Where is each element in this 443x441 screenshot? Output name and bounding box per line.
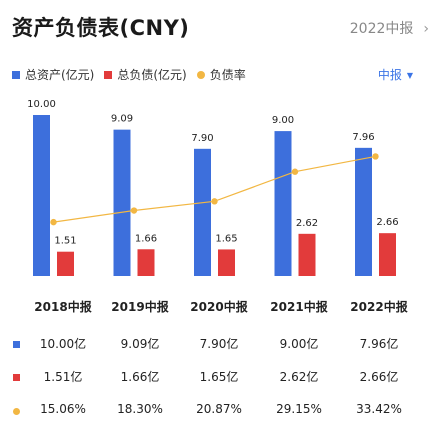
data-label-liabilities: 2.66: [376, 217, 398, 228]
row-marker-debt-ratio: [13, 408, 20, 415]
legend-label-debt-ratio: 负债率: [209, 68, 246, 82]
bar-assets: [355, 147, 372, 276]
data-label-liabilities: 1.66: [135, 233, 157, 244]
caret-down-icon: ▼: [406, 71, 413, 80]
bar-assets: [194, 148, 211, 276]
data-label-assets: 7.90: [191, 133, 213, 144]
legend-item-liabilities[interactable]: 总负债(亿元): [104, 66, 187, 83]
point-debt-ratio: [130, 207, 138, 214]
bar-assets: [113, 129, 131, 276]
legend-swatch-debt-ratio: [196, 70, 205, 79]
table-cell: 15.06%: [40, 402, 86, 416]
bar-liabilities: [218, 249, 235, 276]
point-debt-ratio: [372, 153, 379, 160]
period-link[interactable]: 2022中报 ›: [350, 18, 429, 38]
row-marker-assets: [13, 341, 20, 348]
chevron-right-icon: ›: [423, 21, 429, 37]
tick-label: 2019中报: [111, 300, 169, 314]
page-title: 资产负债表(CNY): [12, 16, 190, 40]
data-label-assets: 10.00: [27, 99, 56, 110]
legend-label-assets: 总资产(亿元): [25, 68, 95, 82]
table-cell: 18.30%: [117, 402, 163, 416]
chart-legend: 总资产(亿元) 总负债(亿元) 负债率: [12, 66, 256, 83]
tick-label: 2021中报: [270, 300, 328, 314]
period-link-label: 2022中报: [349, 21, 414, 37]
point-debt-ratio: [291, 168, 299, 175]
table-row-assets: 10.00亿 9.09亿 7.90亿 9.00亿 7.96亿: [0, 335, 443, 355]
data-label-liabilities: 1.65: [215, 233, 237, 244]
row-marker-liabilities: [13, 374, 20, 381]
table-cell: 20.87%: [196, 402, 242, 416]
period-selector[interactable]: 中报 ▼: [378, 66, 413, 83]
period-selector-label: 中报: [377, 68, 402, 82]
table-cell: 2.62亿: [279, 370, 319, 384]
table-row-liabilities: 1.51亿 1.66亿 1.65亿 2.62亿 2.66亿: [0, 368, 443, 388]
tick-label: 2020中报: [190, 300, 248, 314]
legend-label-liabilities: 总负债(亿元): [117, 68, 187, 82]
data-label-liabilities: 2.62: [296, 218, 318, 229]
table-cell: 1.65亿: [199, 370, 239, 384]
table-cell: 2.66亿: [359, 370, 399, 384]
table-cell: 7.96亿: [359, 337, 399, 351]
legend-swatch-assets: [12, 70, 20, 79]
bar-assets: [274, 131, 292, 276]
point-debt-ratio: [50, 218, 57, 226]
legend-swatch-liabilities: [104, 70, 113, 79]
data-label-assets: 9.00: [272, 115, 294, 126]
data-label-assets: 7.96: [352, 132, 374, 143]
bar-liabilities: [57, 251, 74, 276]
table-cell: 10.00亿: [39, 337, 87, 351]
table-row-debt-ratio: 15.06% 18.30% 20.87% 29.15% 33.42%: [0, 402, 443, 422]
table-cell: 7.90亿: [199, 337, 239, 351]
table-cell: 1.51亿: [43, 370, 83, 384]
chart-plot: 10.00 1.51 9.09 1.66 7.90 1.65 9.00 2.62 7.96 2.6…: [27, 99, 399, 276]
legend-item-debt-ratio[interactable]: 负债率: [196, 66, 246, 83]
series-line-debt-ratio: [53, 155, 376, 223]
bar-liabilities: [298, 233, 316, 276]
tick-label: 2018中报: [34, 300, 92, 314]
data-label-assets: 9.09: [111, 114, 133, 125]
table-cell: 33.42%: [356, 402, 402, 416]
bar-liabilities: [379, 233, 396, 276]
data-label-liabilities: 1.51: [54, 236, 76, 247]
table-header-row: 2018中报 2019中报 2020中报 2021中报 2022中报: [0, 298, 443, 318]
table-cell: 9.00亿: [279, 337, 319, 351]
table-cell: 29.15%: [276, 402, 322, 416]
table-cell: 1.66亿: [120, 370, 160, 384]
bar-liabilities: [137, 249, 155, 276]
point-debt-ratio: [211, 198, 218, 205]
table-cell: 9.09亿: [120, 337, 160, 351]
legend-item-assets[interactable]: 总资产(亿元): [12, 66, 94, 83]
bar-assets: [33, 115, 50, 276]
tick-label: 2022中报: [350, 300, 408, 314]
